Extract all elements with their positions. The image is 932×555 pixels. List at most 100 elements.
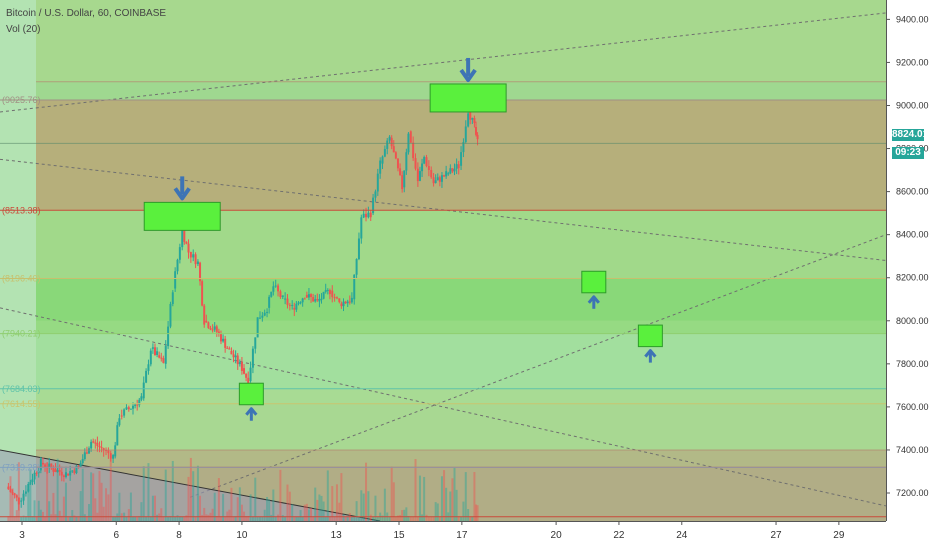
volume-bar	[88, 504, 91, 521]
candle-body	[162, 358, 165, 363]
candle-body	[116, 425, 119, 446]
candle-body	[178, 247, 181, 260]
time-tick-label: 20	[551, 530, 563, 541]
price-zone-band	[36, 403, 886, 450]
price-tick-label: 9400.00	[896, 14, 929, 24]
time-tick-label: 15	[393, 530, 405, 541]
candle-body	[90, 441, 93, 449]
volume-bar	[102, 506, 105, 521]
candle-body	[15, 495, 18, 498]
volume-bar	[476, 505, 479, 521]
candle-body	[392, 146, 395, 153]
volume-bar	[314, 487, 317, 521]
volume-bar	[342, 514, 345, 521]
candle-body	[284, 298, 287, 300]
candle-body	[56, 470, 59, 473]
candle-body	[201, 281, 204, 306]
volume-bar	[176, 515, 179, 521]
candle-body	[7, 486, 10, 490]
candle-body	[254, 337, 257, 349]
volume-bar	[399, 515, 402, 521]
candle-body	[123, 409, 126, 416]
volume-bar	[13, 516, 16, 521]
last-price-tag: 8824.01	[892, 129, 929, 141]
candle-body	[293, 307, 296, 310]
candle-body	[322, 291, 325, 299]
volume-bar	[81, 468, 84, 521]
time-tick-label: 13	[331, 530, 343, 541]
volume-bar	[473, 472, 476, 521]
time-tick-label: 24	[676, 530, 688, 541]
volume-bar	[234, 516, 237, 521]
volume-bar	[79, 491, 82, 521]
volume-bar	[421, 514, 424, 521]
volume-bar	[346, 517, 349, 521]
volume-bar	[90, 472, 93, 521]
candle-body	[396, 158, 399, 169]
volume-bar	[98, 471, 101, 521]
candle-body	[310, 294, 313, 298]
candle-body	[297, 302, 300, 304]
candle-body	[160, 357, 163, 359]
volume-bar	[11, 488, 14, 521]
candle-body	[39, 458, 42, 471]
candle-body	[238, 362, 241, 365]
time-tick-label: 22	[613, 530, 625, 541]
volume-bar	[127, 509, 130, 521]
volume-bar	[288, 491, 291, 521]
volume-bar	[338, 502, 341, 521]
volume-bar	[24, 516, 27, 521]
volume-bar	[245, 516, 248, 521]
volume-bar	[230, 487, 233, 521]
volume-bar	[192, 471, 195, 521]
time-tick-label: 27	[770, 530, 782, 541]
volume-bar	[445, 487, 448, 521]
candle-body	[17, 497, 20, 505]
volume-bar	[284, 516, 287, 521]
volume-bar	[425, 514, 428, 521]
candle-body	[374, 191, 377, 198]
volume-bar	[207, 514, 210, 521]
candle-body	[423, 156, 426, 164]
volume-bar	[412, 516, 415, 521]
volume-bar	[376, 516, 379, 521]
volume-bar	[340, 473, 343, 521]
candle-body	[151, 347, 154, 349]
price-zone-band	[36, 449, 886, 468]
volume-bar	[7, 516, 10, 521]
volume-bar	[455, 489, 458, 521]
volume-bar	[33, 500, 36, 521]
candle-body	[58, 470, 61, 472]
candle-body	[344, 301, 347, 304]
volume-bar	[213, 492, 216, 521]
volume-bar	[240, 504, 243, 521]
volume-bar	[134, 516, 137, 521]
candle-body	[85, 452, 88, 454]
volume-bar	[125, 516, 128, 521]
price-tick-label: 9000.00	[896, 100, 929, 110]
price-zone-band	[36, 333, 886, 389]
volume-bar	[249, 494, 252, 521]
volume-bar	[355, 501, 358, 521]
candle-body	[127, 407, 130, 410]
price-tick-label: 7400.00	[896, 445, 929, 455]
volume-bar	[217, 478, 220, 521]
candle-body	[303, 298, 306, 300]
candle-body	[372, 197, 375, 214]
volume-bar	[236, 497, 239, 521]
candle-body	[181, 229, 184, 248]
candle-body	[240, 362, 243, 371]
volume-bar	[160, 508, 163, 521]
candle-body	[295, 303, 298, 310]
candle-body	[436, 177, 439, 181]
level-label: (8513.38)	[2, 205, 41, 215]
candle-body	[348, 301, 351, 303]
candle-body	[153, 347, 156, 356]
candle-body	[340, 303, 343, 307]
volume-bar	[129, 492, 132, 521]
price-tick-label: 9200.00	[896, 57, 929, 67]
candle-body	[320, 298, 323, 300]
candle-body	[213, 326, 216, 330]
